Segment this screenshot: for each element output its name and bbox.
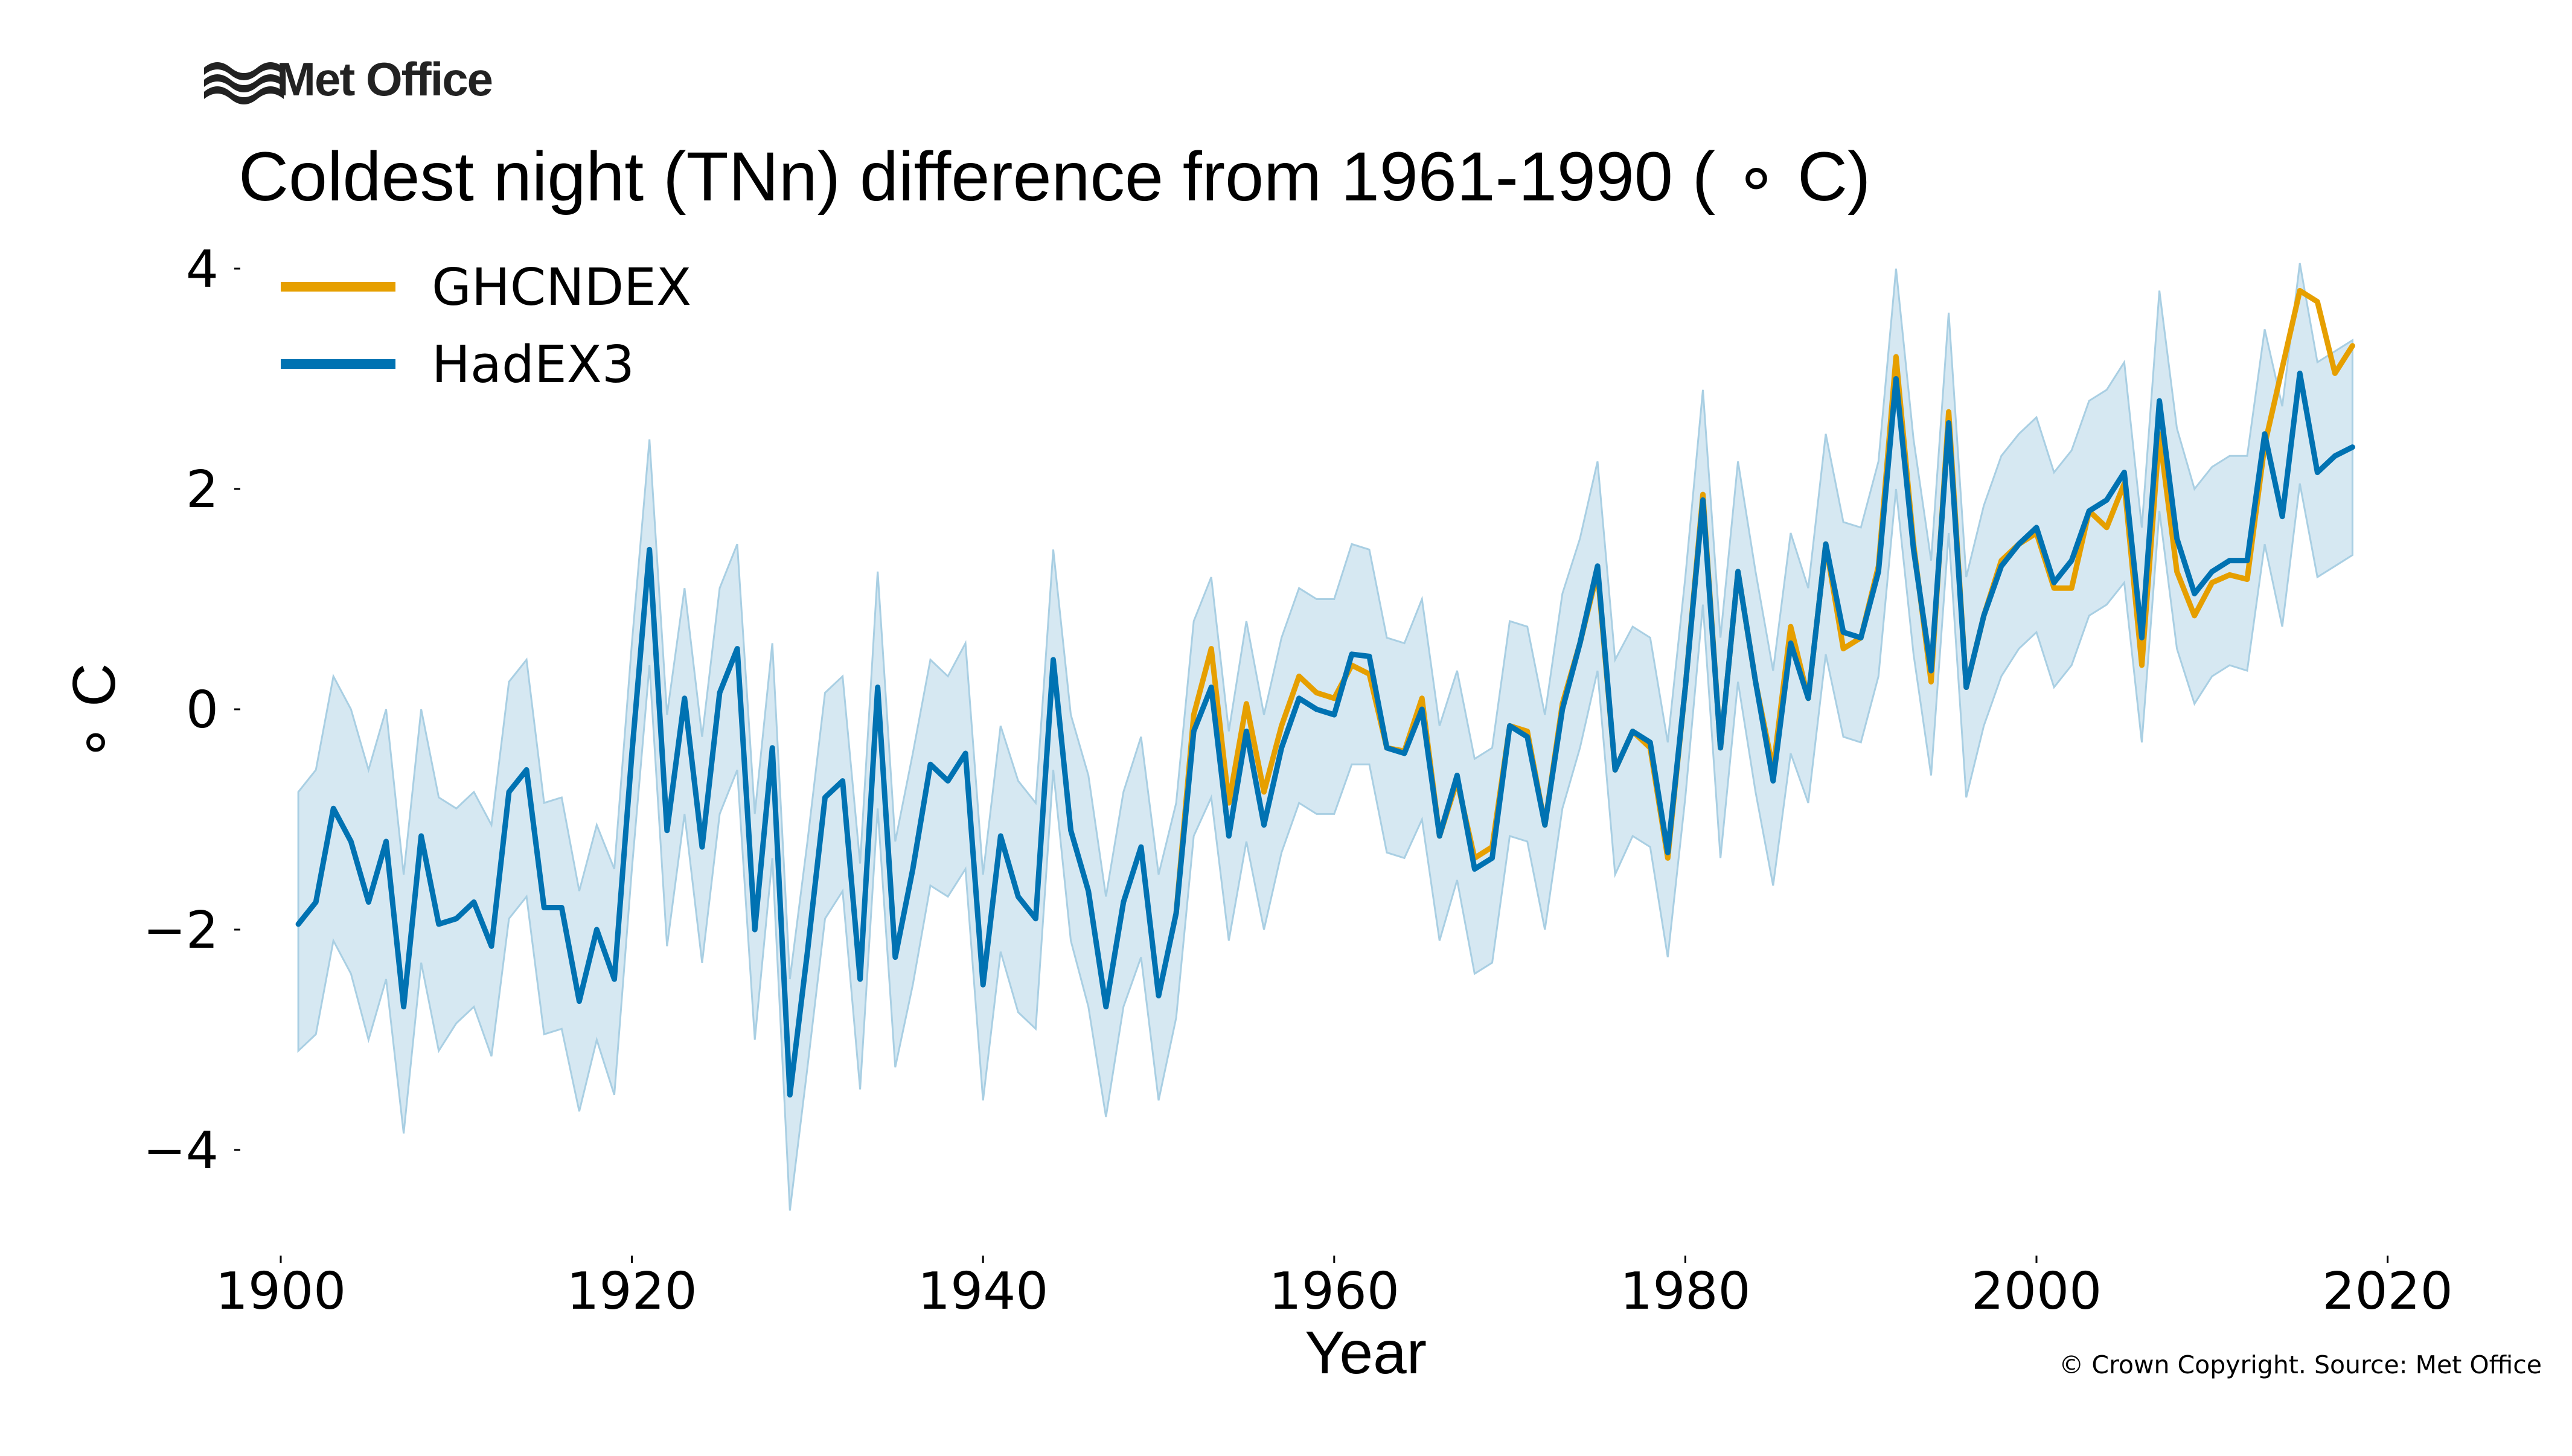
y-tick-label: 2	[186, 460, 219, 520]
met-office-logo: Met Office	[204, 53, 493, 106]
y-tick-label: −2	[143, 901, 219, 960]
x-axis: 1900 1920 1940 1960 1980 2000 2020	[216, 1256, 2453, 1321]
met-office-wave-icon	[204, 62, 284, 104]
y-axis-title: ∘ C	[60, 663, 128, 762]
y-tick-label: 4	[186, 240, 219, 299]
chart-title: Coldest night (TNn) difference from 1961…	[238, 138, 1870, 216]
legend-label-hadex3: HadEX3	[432, 335, 635, 395]
x-tick-label: 1980	[1620, 1262, 1750, 1321]
series-line-hadex3	[295, 370, 2355, 1098]
y-axis: 4 2 0 −2 −4	[143, 240, 240, 1181]
logo-text: Met Office	[277, 53, 492, 106]
x-tick-label: 1900	[216, 1262, 346, 1321]
x-axis-title: Year	[1305, 1319, 1427, 1387]
uncertainty-band-layer	[297, 263, 2353, 1211]
x-tick-label: 2000	[1971, 1262, 2102, 1321]
x-tick-label: 1960	[1269, 1262, 1400, 1321]
hadex3-uncertainty-band	[297, 263, 2353, 1211]
y-tick-label: −4	[143, 1121, 219, 1181]
x-tick-label: 1940	[918, 1262, 1048, 1321]
legend: GHCNDEX HadEX3	[281, 258, 691, 395]
x-tick-label: 2020	[2322, 1262, 2452, 1321]
legend-label-ghcndex: GHCNDEX	[432, 258, 691, 318]
x-tick-label: 1920	[566, 1262, 697, 1321]
series-lines-layer	[295, 288, 2355, 1098]
copyright-text: © Crown Copyright. Source: Met Office	[2059, 1350, 2542, 1379]
y-tick-label: 0	[186, 680, 219, 740]
